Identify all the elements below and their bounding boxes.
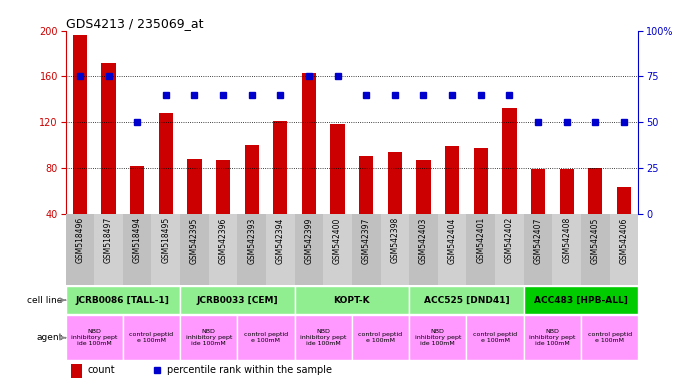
Bar bbox=[237, 315, 295, 360]
Text: GSM518497: GSM518497 bbox=[104, 217, 113, 263]
Text: GSM542395: GSM542395 bbox=[190, 217, 199, 263]
Text: GDS4213 / 235069_at: GDS4213 / 235069_at bbox=[66, 17, 203, 30]
Bar bbox=[524, 286, 638, 314]
Bar bbox=[130, 166, 144, 214]
Bar bbox=[466, 315, 524, 360]
Bar bbox=[416, 160, 431, 214]
Bar bbox=[295, 286, 409, 314]
Bar bbox=[352, 315, 409, 360]
Bar bbox=[495, 214, 524, 285]
Bar bbox=[617, 187, 631, 214]
Text: GSM542400: GSM542400 bbox=[333, 217, 342, 263]
Text: GSM518496: GSM518496 bbox=[75, 217, 84, 263]
Text: ACC525 [DND41]: ACC525 [DND41] bbox=[424, 296, 509, 305]
Bar bbox=[187, 159, 201, 214]
Bar bbox=[237, 214, 266, 285]
Bar bbox=[560, 169, 574, 214]
Bar bbox=[295, 214, 324, 285]
Bar bbox=[466, 214, 495, 285]
Text: GSM542401: GSM542401 bbox=[476, 217, 485, 263]
Bar bbox=[409, 214, 438, 285]
Bar bbox=[331, 124, 345, 214]
Text: control peptid
e 100mM: control peptid e 100mM bbox=[473, 332, 517, 343]
Text: GSM542397: GSM542397 bbox=[362, 217, 371, 263]
Bar bbox=[381, 214, 409, 285]
Bar bbox=[581, 214, 610, 285]
Text: GSM542406: GSM542406 bbox=[620, 217, 629, 263]
Text: GSM518494: GSM518494 bbox=[132, 217, 141, 263]
Bar bbox=[324, 214, 352, 285]
Bar bbox=[159, 113, 173, 214]
Bar bbox=[244, 145, 259, 214]
Text: KOPT-K: KOPT-K bbox=[333, 296, 371, 305]
Text: GSM542399: GSM542399 bbox=[304, 217, 313, 263]
Bar bbox=[152, 214, 180, 285]
Bar bbox=[473, 149, 488, 214]
Text: GSM542393: GSM542393 bbox=[247, 217, 256, 263]
Text: GSM542402: GSM542402 bbox=[505, 217, 514, 263]
Text: percentile rank within the sample: percentile rank within the sample bbox=[168, 365, 333, 376]
Bar bbox=[101, 63, 116, 214]
Text: NBD
inhibitory pept
ide 100mM: NBD inhibitory pept ide 100mM bbox=[529, 329, 575, 346]
Text: GSM518495: GSM518495 bbox=[161, 217, 170, 263]
Bar bbox=[66, 214, 95, 285]
Text: GSM542394: GSM542394 bbox=[276, 217, 285, 263]
Text: count: count bbox=[88, 365, 115, 376]
Bar bbox=[359, 156, 373, 214]
Bar bbox=[209, 214, 237, 285]
Bar bbox=[72, 35, 87, 214]
Bar bbox=[610, 214, 638, 285]
Text: cell line: cell line bbox=[28, 296, 63, 305]
Text: NBD
inhibitory pept
ide 100mM: NBD inhibitory pept ide 100mM bbox=[300, 329, 346, 346]
Bar bbox=[438, 214, 466, 285]
Bar bbox=[295, 315, 352, 360]
Bar bbox=[71, 364, 81, 378]
Text: GSM542407: GSM542407 bbox=[533, 217, 542, 263]
Bar bbox=[524, 315, 581, 360]
Bar bbox=[531, 169, 545, 214]
Bar bbox=[66, 286, 180, 314]
Bar bbox=[123, 214, 152, 285]
Text: ACC483 [HPB-ALL]: ACC483 [HPB-ALL] bbox=[534, 296, 628, 305]
Text: control peptid
e 100mM: control peptid e 100mM bbox=[359, 332, 402, 343]
Bar bbox=[180, 286, 295, 314]
Text: agent: agent bbox=[37, 333, 63, 342]
Text: NBD
inhibitory pept
ide 100mM: NBD inhibitory pept ide 100mM bbox=[415, 329, 461, 346]
Bar bbox=[588, 168, 602, 214]
Bar bbox=[302, 73, 316, 214]
Bar bbox=[266, 214, 295, 285]
Bar bbox=[66, 315, 123, 360]
Text: control peptid
e 100mM: control peptid e 100mM bbox=[130, 332, 173, 343]
Bar bbox=[388, 152, 402, 214]
Bar bbox=[352, 214, 381, 285]
Text: GSM542405: GSM542405 bbox=[591, 217, 600, 263]
Bar bbox=[216, 160, 230, 214]
Bar bbox=[94, 214, 123, 285]
Text: NBD
inhibitory pept
ide 100mM: NBD inhibitory pept ide 100mM bbox=[186, 329, 232, 346]
Text: GSM542404: GSM542404 bbox=[448, 217, 457, 263]
Bar bbox=[524, 214, 553, 285]
Bar bbox=[409, 315, 466, 360]
Bar bbox=[581, 315, 638, 360]
Text: JCRB0033 [CEM]: JCRB0033 [CEM] bbox=[197, 296, 278, 305]
Bar bbox=[502, 108, 517, 214]
Bar bbox=[553, 214, 581, 285]
Bar bbox=[273, 121, 288, 214]
Text: NBD
inhibitory pept
ide 100mM: NBD inhibitory pept ide 100mM bbox=[71, 329, 117, 346]
Text: control peptid
e 100mM: control peptid e 100mM bbox=[588, 332, 631, 343]
Bar bbox=[409, 286, 524, 314]
Bar bbox=[180, 214, 209, 285]
Text: GSM542396: GSM542396 bbox=[219, 217, 228, 263]
Text: JCRB0086 [TALL-1]: JCRB0086 [TALL-1] bbox=[76, 296, 170, 305]
Text: control peptid
e 100mM: control peptid e 100mM bbox=[244, 332, 288, 343]
Bar bbox=[123, 315, 180, 360]
Text: GSM542408: GSM542408 bbox=[562, 217, 571, 263]
Text: GSM542403: GSM542403 bbox=[419, 217, 428, 263]
Text: GSM542398: GSM542398 bbox=[391, 217, 400, 263]
Bar bbox=[180, 315, 237, 360]
Bar bbox=[445, 146, 460, 214]
